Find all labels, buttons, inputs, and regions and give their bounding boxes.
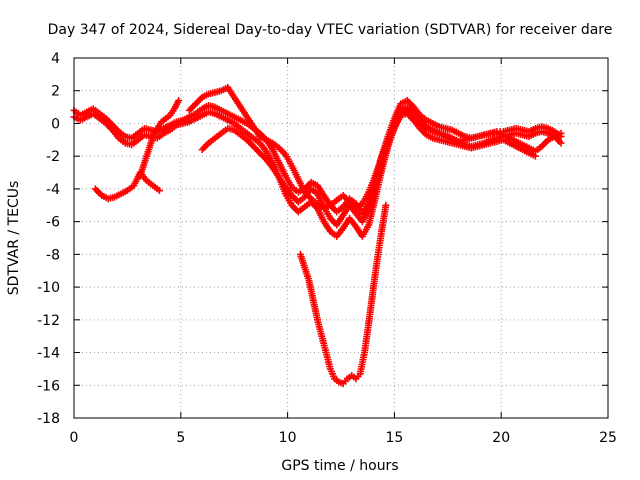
data-point <box>382 201 390 209</box>
y-tick-label: -4 <box>46 182 60 198</box>
data-series-5 <box>91 169 163 203</box>
y-tick-label: -10 <box>37 280 60 296</box>
y-tick-label: 4 <box>51 51 60 67</box>
data-series-4 <box>198 110 539 229</box>
x-tick-label: 5 <box>176 430 185 446</box>
x-tick-label: 15 <box>385 430 403 446</box>
data-points <box>70 83 565 388</box>
plot-frame <box>73 57 609 419</box>
y-tick-label: -16 <box>37 378 60 394</box>
data-point <box>175 97 183 105</box>
y-axis-label: SDTVAR / TECUs <box>6 181 22 296</box>
y-tick-label: 0 <box>51 116 60 132</box>
y-tick-label: -14 <box>37 346 60 362</box>
data-point <box>155 187 163 195</box>
data-point <box>557 139 565 147</box>
y-tick-label: 2 <box>51 84 60 100</box>
x-tick-label: 20 <box>492 430 510 446</box>
data-series-6 <box>136 97 183 180</box>
y-tick-label: -12 <box>37 313 60 329</box>
y-tick-label: -8 <box>46 247 60 263</box>
data-series-7 <box>296 201 390 388</box>
x-tick-label: 25 <box>599 430 617 446</box>
x-axis-label: GPS time / hours <box>281 458 398 474</box>
chart-title: Day 347 of 2024, Sidereal Day-to-day VTE… <box>48 22 613 38</box>
data-point <box>557 129 565 137</box>
y-tick-label: -6 <box>46 215 60 231</box>
y-tick-label: -2 <box>46 149 60 165</box>
grid <box>73 57 609 419</box>
y-tick-label: -18 <box>37 411 60 427</box>
x-tick-label: 0 <box>70 430 79 446</box>
data-point <box>531 152 539 160</box>
x-tick-label: 10 <box>279 430 297 446</box>
